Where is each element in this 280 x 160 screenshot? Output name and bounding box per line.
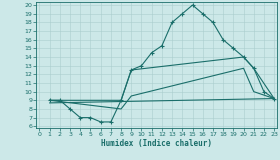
X-axis label: Humidex (Indice chaleur): Humidex (Indice chaleur): [101, 139, 212, 148]
